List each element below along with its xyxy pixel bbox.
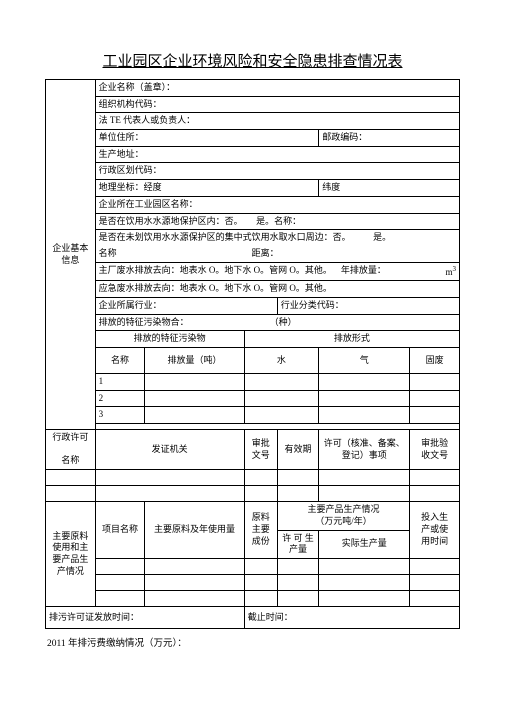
material-invest-time: 投入生产或使用时间 [410, 502, 460, 559]
material-product-header: 主要产品生产情况（万元吨/年） [277, 502, 409, 530]
header-air: 气 [319, 348, 410, 374]
discharge-permit-deadline: 截止时间： [244, 606, 459, 628]
material-annual-usage: 主要原料及年使用量 [145, 502, 244, 559]
row-3-water [244, 407, 319, 424]
permit-valid-period: 有效期 [277, 430, 318, 470]
mat-empty-18 [410, 590, 460, 606]
header-amount: 排放量（吨） [145, 348, 244, 374]
mat-empty-1 [95, 558, 145, 574]
industry-code-row: 行业分类代码： [277, 297, 459, 314]
production-address-row: 生产地址： [95, 146, 459, 163]
park-name-row: 企业所在工业园区名称： [95, 196, 459, 213]
row-3-air [319, 407, 410, 424]
section-materials: 主要原料使用和主要产品生产情况 [46, 502, 96, 607]
material-permitted-output: 许 可 生产量 [277, 530, 318, 558]
material-component: 原料主要成份 [244, 502, 277, 559]
mat-empty-14 [145, 590, 244, 606]
mat-empty-3 [244, 558, 277, 574]
row-1-num: 1 [95, 374, 145, 391]
industry-row: 企业所属行业： [95, 297, 277, 314]
address-row: 单位住所： [95, 130, 319, 147]
latitude-row: 纬度 [319, 180, 460, 197]
pollutant-types-row: 排放的特征污染物合： （种） [95, 314, 459, 331]
discharge-permit-issue-time: 排污许可证发放时间： [46, 606, 245, 628]
row-2-solid [410, 390, 460, 407]
permit-empty-5 [319, 470, 410, 486]
material-project-name: 项目名称 [95, 502, 145, 559]
row-2-amount [145, 390, 244, 407]
mat-empty-16 [277, 590, 318, 606]
legal-rep-row: 法 TE 代表人或负责人： [95, 113, 459, 130]
row-3-solid [410, 407, 460, 424]
longitude-row: 地理坐标：经度 [95, 180, 319, 197]
row-1-air [319, 374, 410, 391]
permit-empty-9 [244, 486, 277, 502]
header-solid: 固废 [410, 348, 460, 374]
row-3-num: 3 [95, 407, 145, 424]
permit-empty-6 [410, 470, 460, 486]
mat-empty-4 [277, 558, 318, 574]
row-1-solid [410, 374, 460, 391]
emergency-wastewater-row: 应急废水排放去向：地表水 O。地下水 O。管网 O。其他。 [95, 281, 459, 298]
fee-payment-2011: 2011 年排污费缴纳情况（万元）： [45, 635, 460, 649]
company-name-row: 企业名称（盖章）： [95, 80, 459, 97]
permit-empty-7 [46, 486, 96, 502]
permit-registration: 许可（核准、备案、登记）事项 [319, 430, 410, 470]
section-basic-info: 企业基本 信息 [46, 80, 96, 430]
header-discharge-form: 排放形式 [244, 331, 459, 348]
admin-code-row: 行政区划代码： [95, 163, 459, 180]
permit-empty-4 [277, 470, 318, 486]
mat-empty-10 [277, 574, 318, 590]
water-intake-row2: 名称 距离： [95, 246, 459, 262]
row-3-amount [145, 407, 244, 424]
row-1-water [244, 374, 319, 391]
section-permit: 行政许可名称 [46, 430, 96, 470]
permit-empty-11 [319, 486, 410, 502]
permit-empty-1 [46, 470, 96, 486]
header-pollutant: 排放的特征污染物 [95, 331, 244, 348]
mat-empty-5 [319, 558, 410, 574]
mat-empty-11 [319, 574, 410, 590]
form-title: 工业园区企业环境风险和安全隐患排查情况表 [45, 50, 460, 71]
mat-empty-13 [95, 590, 145, 606]
postal-code-row: 邮政编码： [319, 130, 460, 147]
mat-empty-12 [410, 574, 460, 590]
header-name: 名称 [95, 348, 145, 374]
mat-empty-9 [244, 574, 277, 590]
permit-empty-10 [277, 486, 318, 502]
org-code-row: 组织机构代码： [95, 96, 459, 113]
mat-empty-2 [145, 558, 244, 574]
mat-empty-8 [145, 574, 244, 590]
permit-empty-3 [244, 470, 277, 486]
row-1-amount [145, 374, 244, 391]
row-2-num: 2 [95, 390, 145, 407]
mat-empty-17 [319, 590, 410, 606]
water-intake-row1: 是否在未划饮用水水源保护区的集中式饮用水取水口周边：否。 是。 [95, 230, 459, 246]
permit-authority: 发证机关 [95, 430, 244, 470]
permit-empty-12 [410, 486, 460, 502]
permit-empty-8 [95, 486, 244, 502]
mat-empty-7 [95, 574, 145, 590]
permit-acceptance-no: 审批验收文号 [410, 430, 460, 470]
mat-empty-15 [244, 590, 277, 606]
water-source-protection-row: 是否在饮用水水源地保护区内：否。 是。名称： [95, 213, 459, 230]
wastewater-discharge-row: 主厂废水排放去向：地表水 O。地下水 O。管网 O。其他。 年排放量：m3 [95, 262, 459, 281]
header-water: 水 [244, 348, 319, 374]
permit-approval-no: 审批文号 [244, 430, 277, 470]
row-2-air [319, 390, 410, 407]
mat-empty-6 [410, 558, 460, 574]
main-table: 企业基本 信息 企业名称（盖章）： 组织机构代码： 法 TE 代表人或负责人： … [45, 79, 460, 629]
material-actual-output: 实际生产量 [319, 530, 410, 558]
row-2-water [244, 390, 319, 407]
permit-empty-2 [95, 470, 244, 486]
